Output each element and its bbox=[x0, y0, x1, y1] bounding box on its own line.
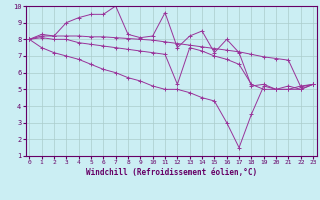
X-axis label: Windchill (Refroidissement éolien,°C): Windchill (Refroidissement éolien,°C) bbox=[86, 168, 257, 177]
